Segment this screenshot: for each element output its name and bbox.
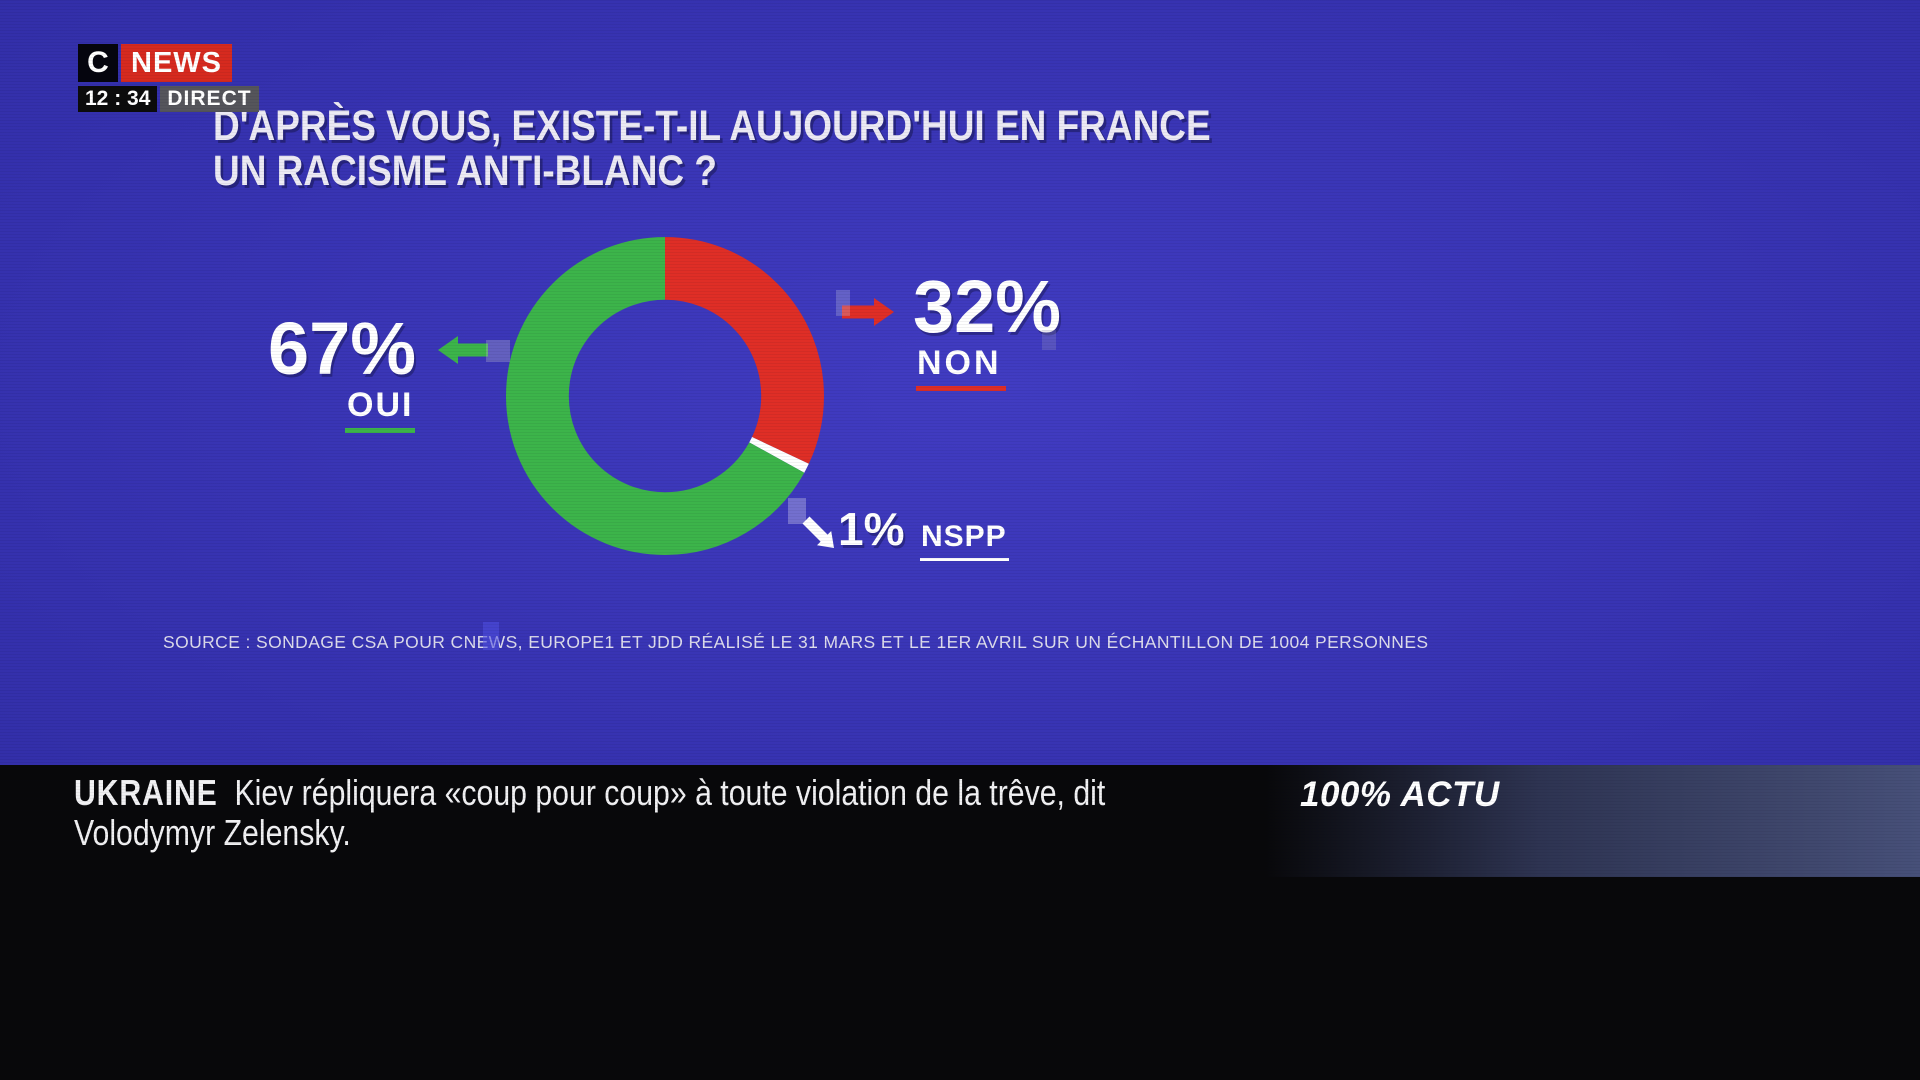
poll-title: D'APRÈS VOUS, EXISTE-T-IL AUJOURD'HUI EN… xyxy=(213,104,1211,193)
headline-text-line1: Kiev répliquera «coup pour coup» à toute… xyxy=(234,772,1106,813)
non-percentage: 32% xyxy=(913,265,1062,348)
non-label: NON xyxy=(916,344,1006,391)
poll-title-line1: D'APRÈS VOUS, EXISTE-T-IL AUJOURD'HUI EN… xyxy=(213,102,1211,150)
arrow-right-icon xyxy=(842,298,894,326)
channel-slogan: 100% ACTU xyxy=(1300,775,1500,814)
ticker-headline: UKRAINE Kiev répliquera «coup pour coup» … xyxy=(74,773,1275,853)
clock: 12 : 34 xyxy=(78,86,158,112)
nspp-percentage: 1% xyxy=(838,503,905,555)
oui-label: OUI xyxy=(345,386,416,433)
cnews-logo-c: C xyxy=(78,44,118,82)
arrow-down-right-icon xyxy=(802,516,834,548)
poll-source: SOURCE : SONDAGE CSA POUR CNEWS, EUROPE1… xyxy=(163,632,1429,652)
news-ticker: UKRAINE Kiev répliquera «coup pour coup» … xyxy=(0,765,1920,1080)
ticker-headline-line2: Volodymyr Zelensky. xyxy=(74,812,351,853)
time-direct-row: 12 : 34 DIRECT xyxy=(78,86,259,112)
cnews-logo-news: NEWS xyxy=(121,44,232,82)
channel-logo-block: C NEWS 12 : 34 DIRECT xyxy=(78,44,259,112)
live-badge: DIRECT xyxy=(160,86,259,112)
ticker-headline-line1: UKRAINE Kiev répliquera «coup pour coup» … xyxy=(74,773,1275,813)
cnews-logo: C NEWS xyxy=(78,44,259,82)
oui-percentage: 67% xyxy=(268,307,417,390)
donut-segment-oui xyxy=(506,237,824,555)
ticker-brand-panel xyxy=(1265,765,1920,877)
poll-title-line2: UN RACISME ANTI-BLANC ? xyxy=(213,146,717,195)
donut-chart xyxy=(505,236,825,556)
arrow-left-icon xyxy=(438,336,488,364)
donut-chart-svg xyxy=(506,237,824,555)
ticker-tag: UKRAINE xyxy=(74,772,218,813)
nspp-label: NSPP xyxy=(920,520,1009,561)
